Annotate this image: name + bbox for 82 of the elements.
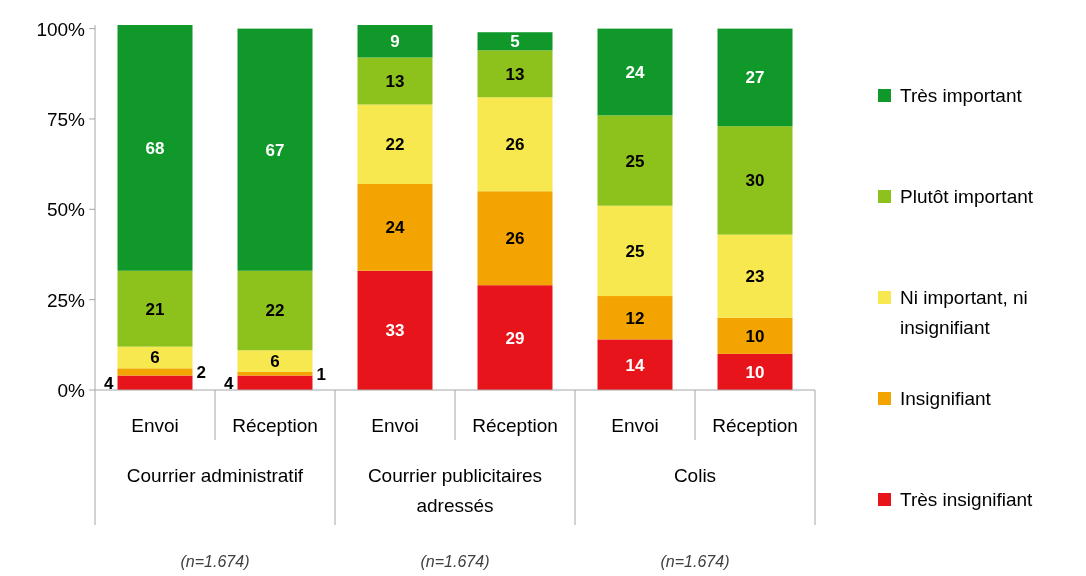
legend-label: Ni important, ni insignifiant: [900, 287, 1028, 338]
bar: [117, 270, 193, 347]
bar: [477, 50, 553, 98]
y-tick-label: 50%: [46, 199, 86, 221]
bar: [357, 25, 433, 58]
bar: [717, 353, 793, 390]
bar: [717, 28, 793, 127]
bar: [357, 104, 433, 185]
data-label: 24: [385, 218, 405, 238]
data-label: 4: [104, 373, 115, 393]
data-label: 6: [150, 348, 160, 368]
x-tick-label: Envoi: [611, 415, 659, 436]
bar: [597, 339, 673, 390]
data-label: 26: [505, 135, 525, 155]
bar: [237, 28, 313, 271]
bar: [717, 234, 793, 318]
y-tick-label: 100%: [36, 18, 86, 40]
bar: [477, 97, 553, 192]
bar: [477, 32, 553, 51]
data-label: 22: [265, 301, 285, 321]
data-label: 27: [745, 68, 765, 88]
data-label: 6: [270, 352, 280, 372]
legend-label: Plutôt important: [900, 186, 1034, 207]
data-label: 67: [265, 140, 285, 160]
bar: [117, 25, 193, 271]
text: Courrier administratif: [126, 465, 304, 486]
data-label: 21: [145, 299, 165, 319]
bar: [237, 375, 313, 390]
bar: [117, 368, 193, 376]
legend-label: Très insignifiant: [900, 489, 1034, 510]
legend-label: Insignifiant: [900, 388, 992, 409]
text: (n=1.674): [420, 553, 490, 570]
data-label: 22: [385, 135, 405, 155]
bar: [477, 285, 553, 390]
x-tick-label: Envoi: [131, 415, 179, 436]
bar: [597, 296, 673, 340]
bar: [237, 350, 313, 372]
data-label: 9: [390, 32, 400, 52]
bar: [717, 317, 793, 354]
data-label: 25: [625, 151, 645, 171]
x-tick-label: Envoi: [371, 415, 419, 436]
bar: [357, 270, 433, 390]
bar: [237, 270, 313, 351]
data-label: 1: [316, 364, 326, 384]
data-label: 25: [625, 241, 645, 261]
data-label: 14: [625, 355, 645, 375]
text: (n=1.674): [660, 553, 730, 570]
y-tick-label: 0%: [57, 380, 86, 401]
y-tick-label: 25%: [46, 289, 86, 311]
x-tick-label: Réception: [712, 415, 798, 436]
bar: [237, 371, 313, 376]
bar: [117, 375, 193, 390]
text: Colis: [673, 465, 717, 486]
bar: [597, 28, 673, 116]
bar: [357, 184, 433, 271]
x-tick-label: Réception: [472, 415, 558, 436]
data-label: 12: [625, 308, 645, 328]
data-label: 2: [196, 362, 206, 382]
bar: [597, 205, 673, 297]
bar: [477, 191, 553, 286]
bar: [717, 126, 793, 235]
data-label: 10: [745, 362, 765, 382]
bar: [117, 346, 193, 369]
data-label: 29: [505, 328, 525, 348]
text: Courrier publicitaires adressés: [367, 465, 543, 516]
data-label: 30: [745, 171, 765, 191]
text: (n=1.674): [180, 553, 250, 570]
data-label: 5: [510, 32, 520, 52]
data-label: 10: [745, 326, 765, 346]
x-tick-label: Réception: [232, 415, 318, 436]
data-label: 13: [385, 72, 405, 92]
data-label: 4: [224, 373, 235, 393]
bar: [357, 57, 433, 105]
data-label: 33: [385, 321, 405, 341]
data-label: 26: [505, 229, 525, 249]
legend-label: Très important: [900, 85, 1023, 106]
data-label: 24: [625, 62, 645, 82]
data-label: 13: [505, 64, 525, 84]
y-tick-label: 75%: [46, 108, 86, 130]
data-label: 23: [745, 267, 765, 287]
bar: [597, 115, 673, 206]
data-label: 68: [145, 138, 165, 158]
